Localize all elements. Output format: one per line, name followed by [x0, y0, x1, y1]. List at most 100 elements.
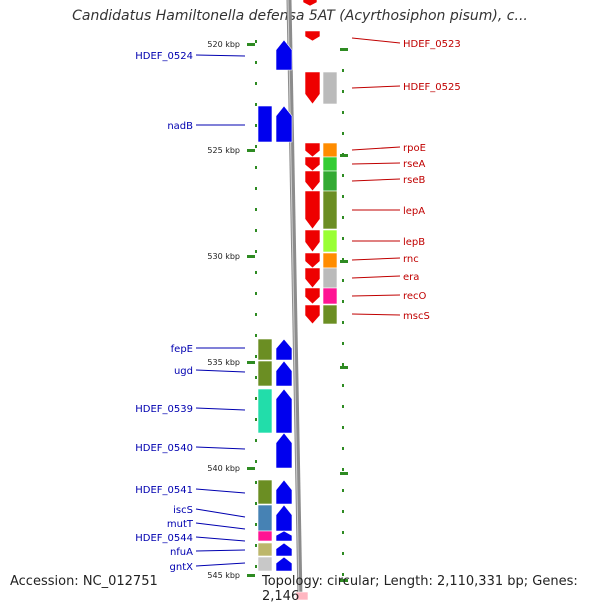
- gene-label-right[interactable]: rseB: [403, 175, 425, 186]
- gene-label-right[interactable]: mscS: [403, 311, 430, 322]
- leader-line: [195, 407, 246, 411]
- gene-label-right[interactable]: lepB: [403, 237, 425, 248]
- reverse-gene-arrow[interactable]: [302, 0, 318, 7]
- reverse-gene-arrow[interactable]: [304, 267, 321, 289]
- gene-label-left[interactable]: iscS: [173, 505, 193, 516]
- accession-text: Accession: NC_012751: [10, 574, 158, 589]
- forward-gene-arrow[interactable]: [275, 542, 293, 557]
- gene-label-left[interactable]: nadB: [167, 121, 193, 132]
- minor-tick-left: [255, 397, 257, 400]
- leader-line: [195, 54, 246, 57]
- forward-gene-arrow[interactable]: [275, 39, 293, 71]
- gene-category-block[interactable]: [295, 591, 309, 600]
- gene-category-block[interactable]: [257, 105, 273, 143]
- reverse-gene-arrow[interactable]: [304, 71, 321, 105]
- gene-label-right[interactable]: recO: [403, 291, 427, 302]
- gene-label-left[interactable]: nfuA: [170, 547, 193, 558]
- forward-gene-arrow[interactable]: [275, 556, 293, 572]
- gene-category-block[interactable]: [257, 530, 273, 542]
- major-tick-right: [340, 48, 348, 51]
- minor-tick-left: [255, 292, 257, 295]
- leader-line: [351, 37, 401, 44]
- reverse-gene-arrow[interactable]: [304, 304, 321, 325]
- forward-gene-arrow[interactable]: [275, 530, 293, 542]
- minor-tick-right: [342, 552, 344, 555]
- minor-tick-right: [342, 510, 344, 513]
- leader-line: [351, 162, 401, 165]
- gene-labels: HDEF_0524 nadB fepE ugd HDEF_0539 HDEF_0540 HD…: [135, 39, 461, 573]
- gene-category-block[interactable]: [257, 542, 273, 557]
- reverse-gene-arrow[interactable]: [304, 229, 321, 253]
- gene-category-block[interactable]: [257, 388, 273, 434]
- leader-line: [351, 85, 401, 89]
- leader-line: [195, 508, 246, 518]
- tick-marks: 520 kbp 525 kbp 530 kbp 535 kbp 540 kbp 545 k…: [207, 40, 348, 582]
- map-title: Candidatus Hamiltonella defensa 5AT (Acy…: [72, 8, 528, 24]
- gene-label-left[interactable]: HDEF_0540: [135, 443, 193, 454]
- major-tick-right: [340, 579, 348, 582]
- gene-label-left[interactable]: fepE: [171, 344, 193, 355]
- label-leaders: [195, 37, 401, 567]
- forward-gene-arrow[interactable]: [275, 432, 293, 469]
- reverse-gene-arrow[interactable]: [304, 190, 321, 230]
- minor-tick-left: [255, 229, 257, 232]
- gene-category-block[interactable]: [322, 267, 338, 289]
- gene-category-block[interactable]: [257, 479, 273, 505]
- gene-category-block[interactable]: [322, 287, 338, 305]
- leader-line: [195, 562, 246, 567]
- gene-category-block[interactable]: [322, 229, 338, 253]
- minor-tick-right: [342, 531, 344, 534]
- gene-label-right[interactable]: HDEF_0525: [403, 82, 461, 93]
- major-tick-right: [340, 260, 348, 263]
- leader-line: [351, 313, 401, 316]
- major-tick-left: [247, 255, 255, 258]
- gene-label-left[interactable]: HDEF_0539: [135, 404, 193, 415]
- gene-label-right[interactable]: era: [403, 272, 419, 283]
- minor-tick-left: [255, 313, 257, 316]
- gene-category-block[interactable]: [257, 360, 273, 387]
- reverse-gene-arrow[interactable]: [304, 142, 321, 158]
- reverse-gene-arrow[interactable]: [304, 170, 321, 192]
- gene-category-block[interactable]: [257, 504, 273, 532]
- gene-category-block[interactable]: [257, 556, 273, 572]
- reverse-gene-arrow[interactable]: [304, 252, 321, 269]
- gene-label-left[interactable]: HDEF_0544: [135, 533, 193, 544]
- gene-label-right[interactable]: rseA: [403, 159, 425, 170]
- minor-tick-right: [342, 300, 344, 303]
- gene-label-right[interactable]: lepA: [403, 206, 425, 217]
- gene-label-left[interactable]: gntX: [170, 562, 194, 573]
- minor-tick-left: [255, 103, 257, 106]
- forward-gene-arrow[interactable]: [275, 338, 293, 361]
- gene-label-right[interactable]: rnc: [403, 254, 419, 265]
- gene-category-block[interactable]: [257, 338, 273, 361]
- minor-tick-left: [255, 166, 257, 169]
- major-tick-right: [340, 472, 348, 475]
- gene-category-block[interactable]: [322, 142, 338, 158]
- gene-category-block[interactable]: [322, 190, 338, 230]
- major-tick-left: [247, 43, 255, 46]
- forward-gene-arrow[interactable]: [275, 479, 293, 505]
- gene-category-block[interactable]: [322, 170, 338, 192]
- reverse-gene-arrow[interactable]: [304, 30, 321, 42]
- forward-gene-arrow[interactable]: [275, 105, 293, 143]
- gene-label-left[interactable]: HDEF_0541: [135, 485, 193, 496]
- leader-line: [351, 275, 401, 279]
- gene-label-left[interactable]: ugd: [174, 366, 193, 377]
- leader-line: [195, 488, 246, 494]
- gene-label-right[interactable]: HDEF_0523: [403, 39, 461, 50]
- gene-label-right[interactable]: rpoE: [403, 143, 426, 154]
- kbp-tick-label: 530 kbp: [207, 252, 240, 261]
- minor-tick-left: [255, 187, 257, 190]
- reverse-gene-arrow[interactable]: [304, 156, 321, 172]
- reverse-gene-arrow[interactable]: [304, 287, 321, 305]
- gene-label-left[interactable]: mutT: [167, 519, 194, 530]
- gene-category-block[interactable]: [322, 252, 338, 269]
- gene-category-block[interactable]: [322, 304, 338, 325]
- minor-tick-right: [342, 216, 344, 219]
- forward-gene-arrow[interactable]: [275, 504, 293, 532]
- forward-gene-arrow[interactable]: [275, 360, 293, 387]
- forward-gene-arrow[interactable]: [275, 388, 293, 434]
- gene-category-block[interactable]: [322, 156, 338, 172]
- gene-category-block[interactable]: [322, 71, 338, 105]
- gene-label-left[interactable]: HDEF_0524: [135, 51, 193, 62]
